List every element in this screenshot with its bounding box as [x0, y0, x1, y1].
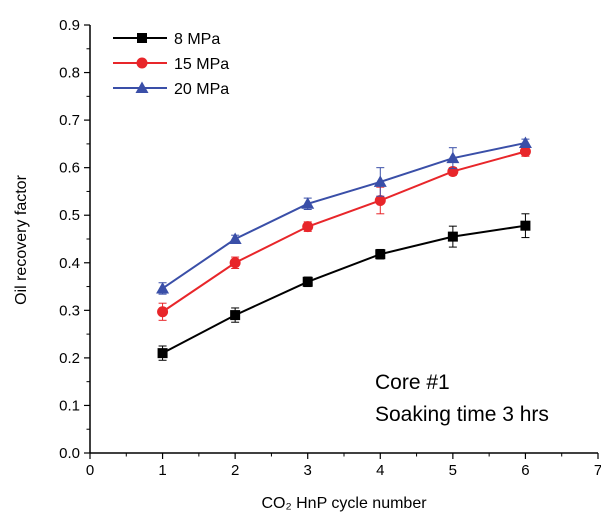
- annotation-core: Core #1: [375, 371, 450, 394]
- y-tick-label: 0.9: [59, 17, 80, 34]
- axes: 0 1 2 3 4 5 6 7 0.0 0.1 0.2 0.3 0.4 0.5 0.6 0.7 0.8 0.9: [59, 17, 601, 479]
- x-tick-label: 6: [521, 462, 529, 479]
- annotation-soaking-time: Soaking time 3 hrs: [375, 403, 549, 426]
- data-point: [302, 276, 313, 287]
- legend-label: 15 MPa: [174, 56, 229, 73]
- series-layer: [156, 136, 532, 361]
- data-point: [228, 232, 242, 244]
- y-tick-label: 0.0: [59, 445, 80, 462]
- y-axis-title: Oil recovery factor: [13, 174, 30, 304]
- data-point: [156, 281, 170, 294]
- data-point: [229, 257, 241, 269]
- series-0: [157, 213, 531, 361]
- data-point: [447, 231, 458, 242]
- legend-marker: [136, 57, 148, 69]
- x-tick-label: 4: [376, 462, 384, 479]
- y-tick-label: 0.2: [59, 350, 80, 367]
- data-point: [375, 249, 386, 260]
- x-axis-title: CO₂ HnP cycle number: [261, 495, 427, 512]
- data-point: [520, 220, 531, 231]
- data-point: [374, 194, 386, 206]
- x-tick-label: 1: [158, 462, 166, 479]
- x-tick-label: 7: [594, 462, 601, 479]
- data-point: [446, 151, 460, 164]
- y-tick-label: 0.7: [59, 112, 80, 129]
- data-point: [519, 145, 531, 157]
- legend-label: 20 MPa: [174, 81, 229, 98]
- y-tick-label: 0.6: [59, 160, 80, 177]
- y-tick-label: 0.1: [59, 397, 80, 414]
- data-point: [373, 175, 387, 187]
- y-tick-label: 0.5: [59, 207, 80, 224]
- data-point: [157, 306, 169, 318]
- data-point: [518, 136, 532, 148]
- series-line: [162, 150, 526, 313]
- legend-item: 15 MPa: [113, 56, 229, 73]
- series-line: [162, 224, 526, 355]
- legend: 8 MPa 15 MPa 20 MPa: [113, 31, 229, 98]
- data-point: [302, 221, 314, 233]
- y-tick-label: 0.3: [59, 302, 80, 319]
- legend-marker: [135, 81, 149, 93]
- legend-label: 8 MPa: [174, 31, 220, 48]
- series-2: [156, 136, 532, 295]
- x-tick-label: 3: [304, 462, 312, 479]
- x-tick-label: 0: [86, 462, 94, 479]
- data-point: [157, 348, 168, 359]
- data-point: [230, 310, 241, 321]
- legend-item: 20 MPa: [113, 81, 229, 98]
- legend-item: 8 MPa: [113, 31, 220, 48]
- y-tick-label: 0.8: [59, 65, 80, 82]
- x-tick-label: 2: [231, 462, 239, 479]
- legend-marker: [137, 33, 147, 43]
- data-point: [301, 197, 315, 209]
- x-tick-label: 5: [449, 462, 457, 479]
- series-line: [162, 141, 526, 290]
- y-tick-label: 0.4: [59, 255, 80, 272]
